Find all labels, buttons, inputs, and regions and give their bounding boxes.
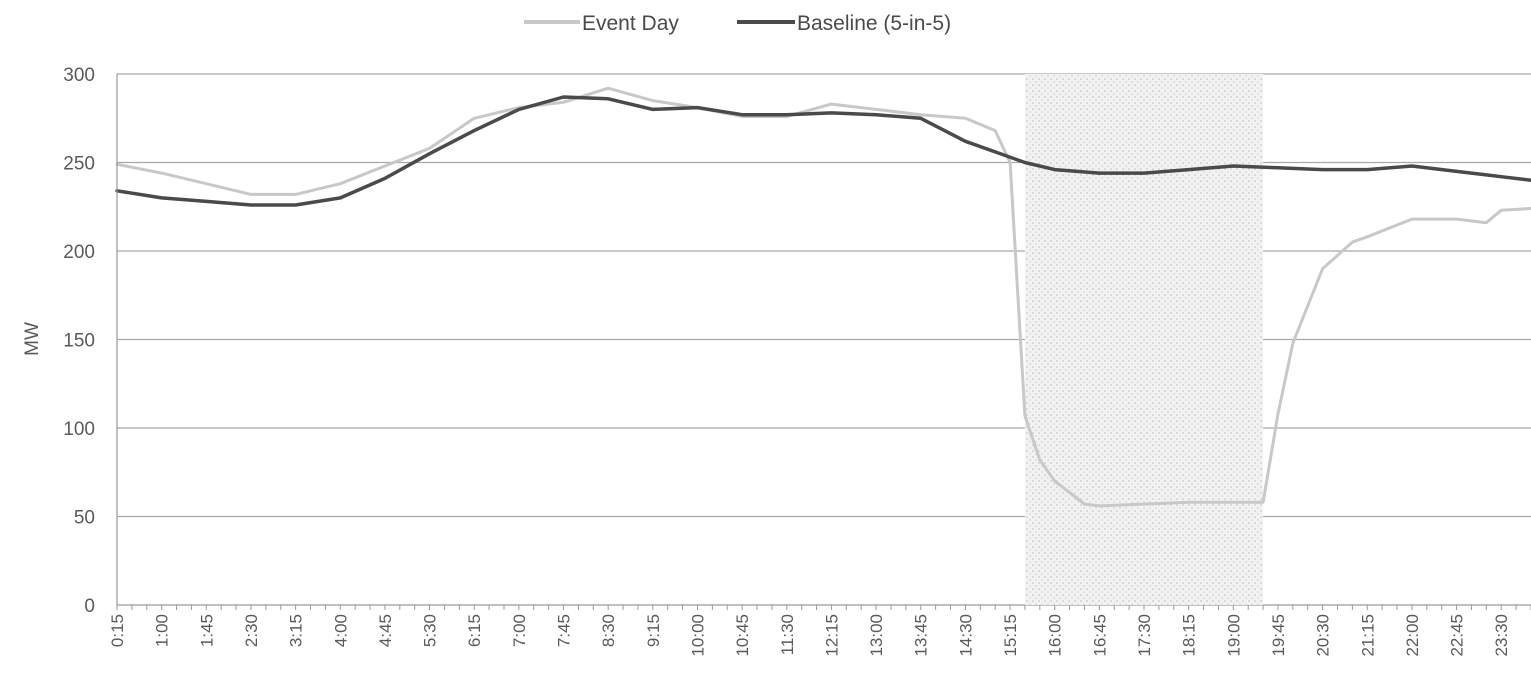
y-tick-labels: 0 50 100 150 200 250 300 bbox=[63, 65, 95, 617]
x-tick-label: 11:30 bbox=[778, 614, 797, 655]
x-tick-label: 2:30 bbox=[242, 614, 261, 647]
legend: Event Day Baseline (5-in-5) bbox=[524, 12, 951, 35]
legend-label-baseline: Baseline (5-in-5) bbox=[797, 12, 951, 35]
event-window-band bbox=[1024, 74, 1264, 605]
x-tick-label: 0:15 bbox=[108, 614, 127, 647]
x-tick-label: 19:00 bbox=[1224, 614, 1243, 657]
y-tick-label: 150 bbox=[63, 331, 95, 352]
x-tick-label: 22:00 bbox=[1403, 614, 1422, 657]
x-tick-label: 10:45 bbox=[733, 614, 752, 657]
legend-label-event-day: Event Day bbox=[582, 12, 679, 35]
x-tick-label: 18:15 bbox=[1180, 614, 1199, 657]
x-tick-label: 3:15 bbox=[287, 614, 306, 647]
x-tick-label: 1:00 bbox=[153, 614, 172, 647]
x-tick-label: 16:45 bbox=[1090, 614, 1109, 657]
series-line-event-day bbox=[115, 86, 1531, 508]
x-tick-label: 5:30 bbox=[421, 614, 440, 647]
x-tick-labels: 0:15 1:00 1:45 2:30 3:15 4:00 4:45 5:30 6:15 7:00… bbox=[108, 614, 1511, 657]
x-tick-label: 4:45 bbox=[376, 614, 395, 647]
axes bbox=[116, 74, 1531, 610]
x-tick-label: 15:15 bbox=[1001, 614, 1020, 657]
x-tick-label: 14:30 bbox=[956, 614, 975, 657]
series-line-baseline bbox=[115, 95, 1531, 207]
x-tick-label: 10:00 bbox=[689, 614, 708, 657]
x-tick-label: 12:15 bbox=[822, 614, 841, 657]
y-tick-label: 250 bbox=[63, 154, 95, 175]
x-tick-label: 17:30 bbox=[1135, 614, 1154, 657]
x-tick-label: 16:00 bbox=[1046, 614, 1065, 657]
x-tick-label: 9:15 bbox=[644, 614, 663, 647]
y-tick-label: 200 bbox=[63, 242, 95, 263]
y-tick-label: 50 bbox=[74, 508, 95, 529]
series-layer bbox=[115, 86, 1531, 508]
y-axis-title: MW bbox=[22, 322, 43, 356]
x-tick-label: 7:45 bbox=[555, 614, 574, 647]
x-tick-label: 6:15 bbox=[465, 614, 484, 647]
y-tick-label: 100 bbox=[63, 419, 95, 440]
x-tick-label: 20:30 bbox=[1314, 614, 1333, 657]
x-tick-label: 22:45 bbox=[1448, 614, 1467, 657]
event-window bbox=[1024, 74, 1264, 605]
x-tick-label: 13:00 bbox=[867, 614, 886, 657]
x-tick-label: 7:00 bbox=[510, 614, 529, 647]
y-tick-label: 0 bbox=[84, 596, 95, 617]
x-tick-label: 1:45 bbox=[197, 614, 216, 647]
y-tick-label: 300 bbox=[63, 65, 95, 86]
x-tick-label: 21:15 bbox=[1358, 614, 1377, 657]
x-tick-label: 4:00 bbox=[331, 614, 350, 647]
x-tick-label: 23:30 bbox=[1492, 614, 1511, 657]
x-tick-label: 8:30 bbox=[599, 614, 618, 647]
x-tick-label: 13:45 bbox=[912, 614, 931, 657]
gridlines bbox=[117, 73, 1531, 606]
x-tick-label: 19:45 bbox=[1269, 614, 1288, 657]
